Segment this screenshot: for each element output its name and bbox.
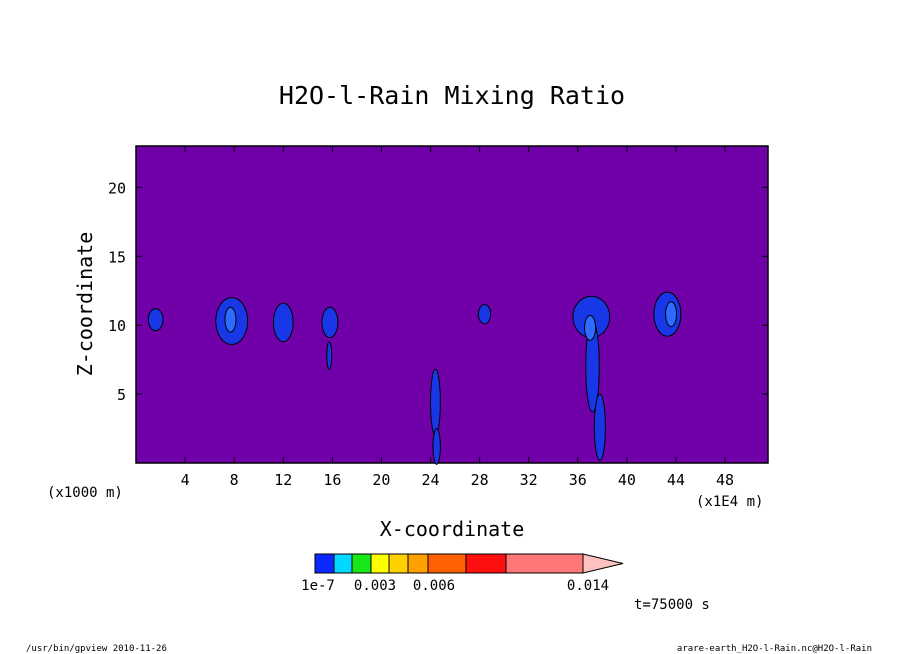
y-axis-label: Z-coordinate — [73, 232, 97, 377]
x-tick-label-4: 20 — [372, 471, 390, 489]
contour-region-0 — [147, 308, 164, 332]
contour-region-2 — [224, 306, 237, 333]
colorbar-segment-3 — [370, 553, 390, 574]
x-tick-label-8: 36 — [569, 471, 587, 489]
contour-region-3 — [272, 302, 294, 343]
colorbar-segment-2 — [351, 553, 372, 574]
x-units-left: (x1000 m) — [47, 485, 123, 501]
chart-title: H2O-l-Rain Mixing Ratio — [279, 81, 625, 110]
contour-region-5 — [326, 341, 333, 370]
colorbar-segment-4 — [388, 553, 409, 574]
x-tick-label-1: 8 — [230, 471, 239, 489]
colorbar-label-2: 0.006 — [413, 578, 455, 594]
x-tick-label-10: 44 — [667, 471, 685, 489]
y-tick-label-1: 10 — [108, 317, 126, 335]
x-tick-label-5: 24 — [421, 471, 439, 489]
x-tick-label-7: 32 — [520, 471, 538, 489]
x-tick-label-2: 12 — [274, 471, 292, 489]
contour-region-14 — [665, 301, 678, 328]
y-tick-label-3: 20 — [108, 179, 126, 197]
time-label: t=75000 s — [634, 597, 710, 613]
contour-region-6 — [430, 368, 441, 436]
x-units-right: (x1E4 m) — [696, 494, 763, 510]
colorbar-label-1: 0.003 — [354, 578, 396, 594]
y-tick-label-0: 5 — [117, 386, 126, 404]
contour-region-12 — [593, 393, 606, 461]
colorbar-label-3: 0.014 — [567, 578, 609, 594]
footer-right: arare-earth_H2O-l-Rain.nc@H2O-l-Rain — [677, 644, 872, 654]
contour-region-4 — [321, 306, 339, 339]
colorbar-segment-0 — [314, 553, 335, 574]
contour-regions — [147, 291, 682, 465]
x-tick-label-0: 4 — [181, 471, 190, 489]
contour-region-11 — [584, 315, 597, 341]
x-tick-label-9: 40 — [618, 471, 636, 489]
x-tick-label-11: 48 — [716, 471, 734, 489]
contour-region-8 — [477, 304, 492, 325]
footer-left: /usr/bin/gpview 2010-11-26 — [26, 644, 167, 654]
y-tick-label-2: 15 — [108, 248, 126, 266]
x-axis-label: X-coordinate — [380, 517, 525, 541]
colorbar-extend-arrow — [582, 553, 624, 574]
colorbar-label-0: 1e-7 — [301, 578, 335, 594]
colorbar — [314, 553, 624, 574]
colorbar-segment-1 — [333, 553, 353, 574]
colorbar-segment-5 — [407, 553, 429, 574]
colorbar-segment-7 — [465, 553, 507, 574]
colorbar-segment-6 — [427, 553, 467, 574]
x-tick-label-6: 28 — [471, 471, 489, 489]
colorbar-segment-8 — [505, 553, 584, 574]
x-tick-label-3: 16 — [323, 471, 341, 489]
contour-region-7 — [432, 428, 441, 465]
